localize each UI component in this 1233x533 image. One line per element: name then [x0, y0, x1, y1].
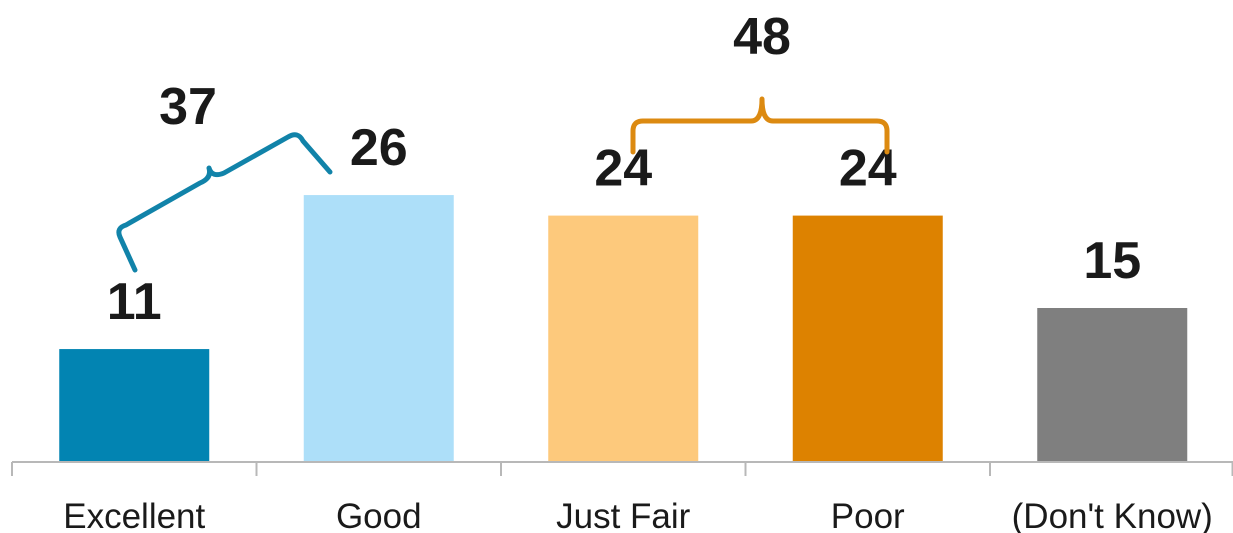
x-tick-label: Just Fair	[556, 497, 691, 533]
bar-excellent	[59, 349, 210, 462]
group-bracket-positive: 37	[116, 78, 333, 273]
bar-good	[303, 195, 454, 463]
bar-don-t-know	[1037, 308, 1188, 462]
x-tick-label: Excellent	[63, 497, 205, 533]
x-tick-label: Poor	[831, 497, 905, 533]
data-label: 24	[594, 140, 652, 198]
category-labels-layer: Excellent Good Just Fair Poor (Don't Know)	[63, 497, 1213, 533]
x-axis	[11, 461, 1233, 476]
data-label: 15	[1083, 232, 1141, 290]
bars-layer	[59, 195, 1188, 463]
group-label-positive: 37	[159, 78, 217, 136]
bracket-negative-path	[630, 96, 890, 155]
bar-just-fair	[548, 215, 699, 462]
data-label: 26	[350, 119, 408, 177]
data-label: 11	[107, 273, 162, 331]
x-tick-label: Good	[336, 497, 422, 533]
bar-poor	[792, 215, 943, 462]
group-bracket-negative: 48	[630, 8, 890, 155]
group-label-negative: 48	[733, 8, 791, 66]
x-tick-label: (Don't Know)	[1012, 497, 1213, 533]
bracket-positive-path	[116, 132, 333, 273]
